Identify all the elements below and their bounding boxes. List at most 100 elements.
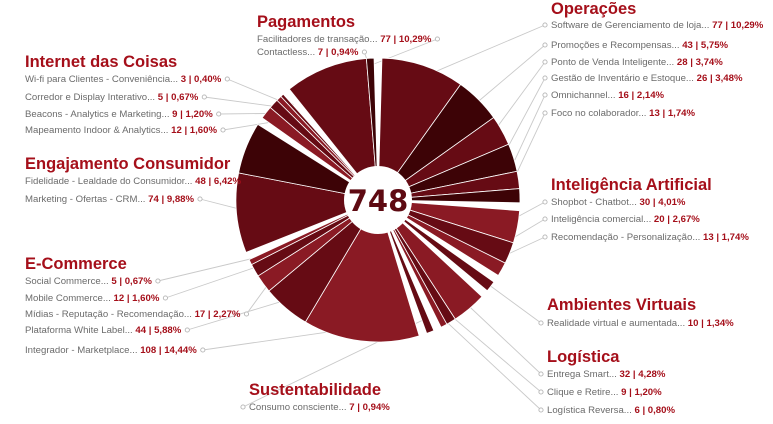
category-title-sustentabilidade: Sustentabilidade <box>249 381 381 399</box>
slice-ambientes-virtuais-0 <box>377 199 495 292</box>
item-value-e-commerce-2: 17 | 2,27% <box>195 309 241 320</box>
item-value-operacoes-4: 16 | 2,14% <box>618 90 664 101</box>
leader-line <box>165 262 267 299</box>
item-value-e-commerce-1: 44 | 5,88% <box>135 325 181 336</box>
item-value-engajamento-consumidor-1: 48 | 6,42% <box>195 176 241 187</box>
category-title-internet-das-coisas: Internet das Coisas <box>25 53 177 71</box>
item-label-e-commerce-0: Integrador - Marketplace... 108 | 14,44% <box>25 345 197 356</box>
leader-line <box>157 255 264 282</box>
item-label-inteligencia-artificial-1: Inteligência comercial... 20 | 2,67% <box>551 214 700 225</box>
slice-engajamento-consumidor-1 <box>238 123 379 201</box>
item-label-operacoes-5: Foco no colaborador... 13 | 1,74% <box>551 108 695 119</box>
leader-dot <box>542 110 548 116</box>
slice-pagamentos-1 <box>365 57 379 201</box>
leader-line <box>222 120 278 131</box>
item-label-inteligencia-artificial-2: Recomendação - Personalização... 13 | 1,… <box>551 232 749 243</box>
item-value-operacoes-1: 43 | 5,75% <box>682 40 728 51</box>
leader-dot <box>542 59 548 65</box>
leader-dot <box>224 76 230 82</box>
leader-dot <box>216 111 222 117</box>
leader-dot <box>220 127 226 133</box>
slice-engajamento-consumidor-0 <box>235 172 380 253</box>
item-label-operacoes-4: Omnichannel... 16 | 2,14% <box>551 90 665 101</box>
leader-dot <box>542 199 548 205</box>
item-value-e-commerce-0: 108 | 14,44% <box>140 345 197 356</box>
leader-dot <box>542 234 548 240</box>
slice-operacoes-5 <box>377 188 521 204</box>
item-label-e-commerce-1: Plataforma White Label... 44 | 5,88% <box>25 325 182 336</box>
item-label-logistica-0: Entrega Smart... 32 | 4,28% <box>547 369 666 380</box>
leader-dot <box>538 371 544 377</box>
item-value-operacoes-2: 28 | 3,74% <box>677 57 723 68</box>
item-value-internet-das-coisas-0: 12 | 1,60% <box>171 125 217 136</box>
leader-line <box>443 309 542 393</box>
leader-dot <box>243 311 250 317</box>
item-label-e-commerce-3: Mobile Commerce... 12 | 1,60% <box>25 293 160 304</box>
item-label-sustentabilidade-0: Consumo consciente... 7 | 0,94% <box>249 402 390 413</box>
leader-line <box>459 297 542 375</box>
leader-dot <box>240 404 246 410</box>
item-value-inteligencia-artificial-1: 20 | 2,67% <box>654 214 700 225</box>
category-labels: Operações Software de Gerenciamento de lo… <box>25 0 764 416</box>
item-value-logistica-2: 6 | 0,80% <box>634 405 675 416</box>
item-label-engajamento-consumidor-0: Marketing - Ofertas - CRM... 74 | 9,88% <box>25 194 194 205</box>
item-value-operacoes-0: 77 | 10,29% <box>712 20 764 31</box>
slice-internet-das-coisas-3 <box>280 93 379 201</box>
item-value-ambientes-virtuais-0: 10 | 1,34% <box>688 318 734 329</box>
leader-dot <box>542 22 548 28</box>
leader-dot <box>200 347 206 353</box>
item-value-pagamentos-0: 77 | 10,29% <box>380 34 432 45</box>
item-label-e-commerce-4: Social Commerce... 5 | 0,67% <box>25 276 152 287</box>
item-label-internet-das-coisas-1: Beacons - Analytics e Marketing... 9 | 1… <box>25 109 213 120</box>
item-value-internet-das-coisas-1: 9 | 1,20% <box>172 109 213 120</box>
center-hole <box>344 166 412 234</box>
leader-dot <box>542 42 548 48</box>
leader-dot <box>538 320 544 326</box>
leader-line <box>468 44 546 110</box>
slice-pagamentos-0 <box>288 58 379 202</box>
leader-dot <box>434 36 440 42</box>
item-value-operacoes-3: 26 | 3,48% <box>697 73 743 84</box>
slice-e-commerce-4 <box>248 199 379 266</box>
item-label-internet-das-coisas-2: Corredor e Display Interativo... 5 | 0,6… <box>25 92 199 103</box>
category-title-logistica: Logística <box>547 348 620 366</box>
leader-dot <box>542 92 548 98</box>
item-value-pagamentos-1: 7 | 0,94% <box>318 47 359 58</box>
item-label-operacoes-0: Software de Gerenciamento de loja... 77 … <box>551 20 764 31</box>
item-value-e-commerce-3: 12 | 1,60% <box>114 293 160 304</box>
leader-dot <box>162 295 168 301</box>
leader-line <box>187 296 296 331</box>
item-label-internet-das-coisas-0: Mapeamento Indoor & Analytics... 12 | 1,… <box>25 125 217 136</box>
item-value-operacoes-5: 13 | 1,74% <box>649 108 695 119</box>
category-title-pagamentos: Pagamentos <box>257 13 355 31</box>
leader-dot <box>361 49 367 55</box>
item-label-pagamentos-0: Facilitadores de transação... 77 | 10,29… <box>257 34 432 45</box>
slice-operacoes-0 <box>377 57 462 202</box>
leader-dot <box>184 327 190 333</box>
slice-sustentabilidade-0 <box>377 199 435 334</box>
leader-dot <box>538 407 544 413</box>
leader-dot <box>155 278 161 284</box>
leader-dot <box>538 389 544 395</box>
slice-inteligencia-artificial-2 <box>377 199 506 277</box>
leader-dot <box>197 196 203 202</box>
item-value-internet-das-coisas-2: 5 | 0,67% <box>158 92 199 103</box>
item-value-sustentabilidade-0: 7 | 0,94% <box>349 402 390 413</box>
category-title-ambientes-virtuais: Ambientes Virtuais <box>547 296 696 314</box>
item-label-e-commerce-2: Mídias - Reputação - Recomendação... 17 … <box>25 309 241 320</box>
category-title-e-commerce: E-Commerce <box>25 255 127 273</box>
item-value-inteligencia-artificial-0: 30 | 4,01% <box>640 197 686 208</box>
category-title-operacoes: Operações <box>551 0 636 18</box>
category-title-inteligencia-artificial: Inteligência Artificial <box>551 176 712 194</box>
item-value-logistica-0: 32 | 4,28% <box>620 369 666 380</box>
item-label-operacoes-3: Gestão de Inventário e Estoque... 26 | 3… <box>551 73 743 84</box>
leader-dot <box>542 216 548 222</box>
item-value-inteligencia-artificial-2: 13 | 1,74% <box>703 232 749 243</box>
leader-dot <box>542 75 548 81</box>
slice-e-commerce-0 <box>304 199 420 343</box>
item-label-inteligencia-artificial-0: Shopbot - Chatbot... 30 | 4,01% <box>551 197 686 208</box>
item-label-logistica-1: Clique e Retire... 9 | 1,20% <box>547 387 662 398</box>
category-title-engajamento-consumidor: Engajamento Consumidor <box>25 155 231 173</box>
item-label-engajamento-consumidor-1: Fidelidade - Lealdade do Consumidor... 4… <box>25 176 241 187</box>
